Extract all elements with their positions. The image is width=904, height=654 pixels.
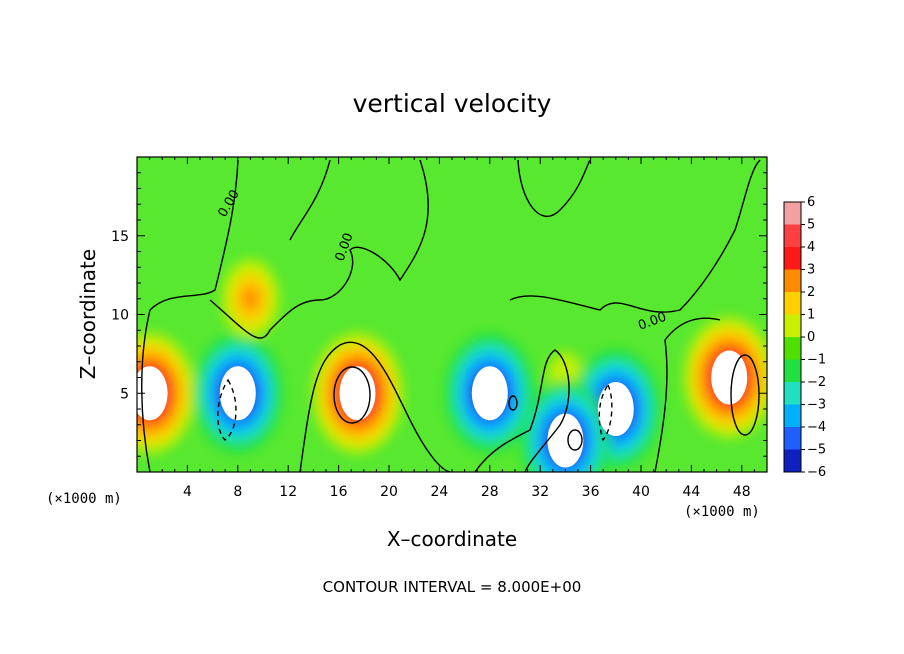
colorbar-segment bbox=[784, 269, 801, 293]
colorbar-segment bbox=[784, 202, 801, 225]
y-axis: 5 10 15 bbox=[111, 172, 767, 457]
contour-line bbox=[474, 349, 570, 472]
colorbar-segment bbox=[784, 337, 801, 360]
x-tick-label: 8 bbox=[233, 484, 242, 500]
contour-line bbox=[508, 395, 518, 411]
contour-line bbox=[333, 366, 371, 424]
y-tick-label: 5 bbox=[120, 386, 129, 402]
colorbar-tick-label: −6 bbox=[807, 465, 826, 480]
x-tick-label: 20 bbox=[380, 484, 398, 500]
contour-line bbox=[730, 354, 760, 436]
x-axis-label: X–coordinate bbox=[387, 527, 517, 551]
contour-line bbox=[299, 341, 451, 472]
x-tick-label: 4 bbox=[183, 484, 192, 500]
x-tick-label: 40 bbox=[632, 484, 650, 500]
downdraft-core bbox=[547, 413, 584, 468]
colorbar-tick-label: 5 bbox=[807, 218, 815, 233]
x-axis: 4 8 12 16 20 24 28 32 36 40 44 48 bbox=[149, 157, 755, 500]
updraft-core bbox=[137, 366, 168, 421]
x-tick-label: 48 bbox=[733, 484, 751, 500]
y-tick-label: 15 bbox=[111, 229, 129, 245]
contour-interval-note: CONTOUR INTERVAL = 8.000E+00 bbox=[323, 578, 582, 596]
contour-line bbox=[141, 159, 239, 472]
colorbar-tick-label: 1 bbox=[807, 308, 815, 323]
heatmap-field: 0.00 0.00 0.00 bbox=[137, 157, 767, 472]
x-unit-label-left: (×1000 m) bbox=[46, 491, 122, 507]
colorbar-tick-label: 3 bbox=[807, 263, 815, 278]
colorbar-segment bbox=[784, 314, 801, 338]
colorbar: 6 5 4 3 2 1 0 −1 −2 −3 −4 −5 −6 bbox=[783, 195, 826, 480]
x-tick-label: 32 bbox=[531, 484, 549, 500]
contour-line bbox=[217, 378, 237, 441]
updraft-region bbox=[240, 285, 260, 312]
colorbar-tick-label: −4 bbox=[807, 420, 826, 435]
y-tick-label: 10 bbox=[111, 308, 129, 324]
y-axis-label: Z–coordinate bbox=[76, 249, 100, 379]
colorbar-tick-label: −1 bbox=[807, 353, 826, 368]
chart-title: vertical velocity bbox=[353, 89, 552, 118]
colorbar-segment bbox=[784, 224, 801, 248]
contour-line bbox=[209, 159, 429, 339]
colorbar-segment bbox=[784, 292, 801, 315]
colorbar-segment bbox=[784, 382, 801, 405]
downdraft-core bbox=[597, 382, 634, 436]
updraft-core bbox=[711, 350, 748, 405]
x-tick-label: 24 bbox=[430, 484, 448, 500]
x-tick-label: 28 bbox=[481, 484, 499, 500]
contour-line bbox=[567, 429, 583, 451]
contour-line bbox=[598, 383, 613, 442]
contour-line bbox=[654, 317, 721, 472]
x-tick-label: 44 bbox=[682, 484, 700, 500]
x-tick-label: 16 bbox=[330, 484, 348, 500]
contour-line bbox=[517, 159, 591, 217]
colorbar-segment bbox=[784, 449, 801, 473]
contour-line bbox=[289, 159, 331, 241]
colorbar-segment bbox=[784, 247, 801, 270]
x-unit-label-right: (×1000 m) bbox=[684, 504, 760, 520]
colorbar-tick-label: 0 bbox=[807, 330, 815, 345]
downdraft-core bbox=[219, 366, 256, 421]
colorbar-tick-label: −5 bbox=[807, 443, 826, 458]
x-tick-label: 12 bbox=[279, 484, 297, 500]
colorbar-segment bbox=[784, 359, 801, 383]
colorbar-tick-label: −2 bbox=[807, 375, 826, 390]
colorbar-tick-label: 2 bbox=[807, 285, 815, 300]
colorbar-segment bbox=[784, 404, 801, 428]
colorbar-tick-label: 6 bbox=[807, 195, 815, 210]
colorbar-tick-label: −3 bbox=[807, 398, 826, 413]
colorbar-tick-label: 4 bbox=[807, 240, 815, 255]
contour-line bbox=[509, 159, 761, 313]
colorbar-segment bbox=[784, 427, 801, 450]
x-tick-label: 36 bbox=[582, 484, 600, 500]
downdraft-core bbox=[471, 366, 508, 421]
